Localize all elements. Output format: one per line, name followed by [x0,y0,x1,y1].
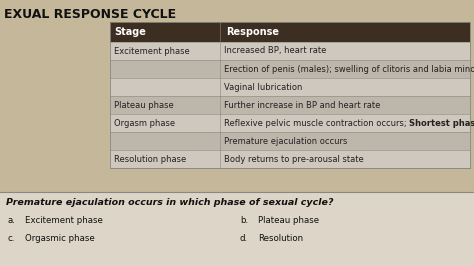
Bar [110,22,470,168]
Text: Further increase in BP and heart rate: Further increase in BP and heart rate [224,101,380,110]
Text: Response: Response [226,27,279,37]
Text: Resolution phase: Resolution phase [114,155,186,164]
Text: Excitement phase: Excitement phase [114,47,190,56]
Text: Plateau phase: Plateau phase [114,101,174,110]
Text: Premature ejaculation occurs: Premature ejaculation occurs [224,136,347,146]
Bar [110,22,470,42]
Text: d.: d. [240,234,248,243]
Bar [110,150,470,168]
Text: c.: c. [8,234,15,243]
Bar [110,60,470,78]
Text: Excitement phase: Excitement phase [25,216,103,225]
Text: Resolution: Resolution [258,234,303,243]
Text: Plateau phase: Plateau phase [258,216,319,225]
Text: Vaginal lubrication: Vaginal lubrication [224,82,302,92]
Text: Shortest phase: Shortest phase [409,118,474,127]
Bar [110,78,470,96]
Text: Increased BP, heart rate: Increased BP, heart rate [224,47,327,56]
Text: b.: b. [240,216,248,225]
Bar [110,132,470,150]
Text: Orgasm phase: Orgasm phase [114,118,175,127]
Text: Premature ejaculation occurs in which phase of sexual cycle?: Premature ejaculation occurs in which ph… [6,198,334,207]
Bar [110,96,470,114]
Bar [0,192,474,266]
Bar [110,114,470,132]
Text: Stage: Stage [114,27,146,37]
Text: Orgasmic phase: Orgasmic phase [25,234,95,243]
Text: EXUAL RESPONSE CYCLE: EXUAL RESPONSE CYCLE [4,8,176,21]
Bar [110,42,470,60]
Text: Reflexive pelvic muscle contraction occurs;: Reflexive pelvic muscle contraction occu… [224,118,409,127]
Text: a.: a. [8,216,16,225]
Text: Erection of penis (males); swelling of clitoris and labia minora: Erection of penis (males); swelling of c… [224,64,474,73]
Text: Body returns to pre-arousal state: Body returns to pre-arousal state [224,155,364,164]
